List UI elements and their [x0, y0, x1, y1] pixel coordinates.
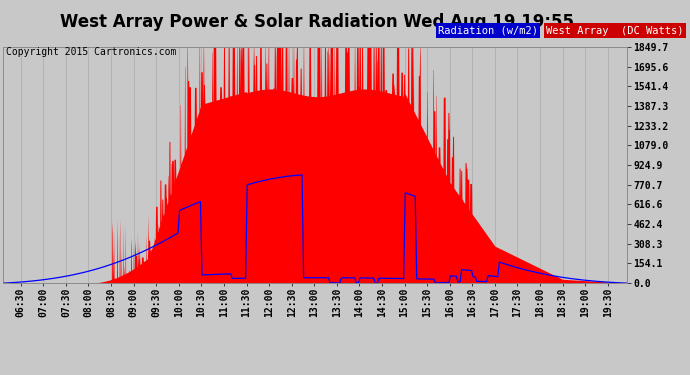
- Text: West Array Power & Solar Radiation Wed Aug 19 19:55: West Array Power & Solar Radiation Wed A…: [61, 13, 574, 31]
- Text: Copyright 2015 Cartronics.com: Copyright 2015 Cartronics.com: [6, 47, 176, 57]
- Text: Radiation (w/m2): Radiation (w/m2): [438, 26, 538, 36]
- Text: West Array  (DC Watts): West Array (DC Watts): [546, 26, 684, 36]
